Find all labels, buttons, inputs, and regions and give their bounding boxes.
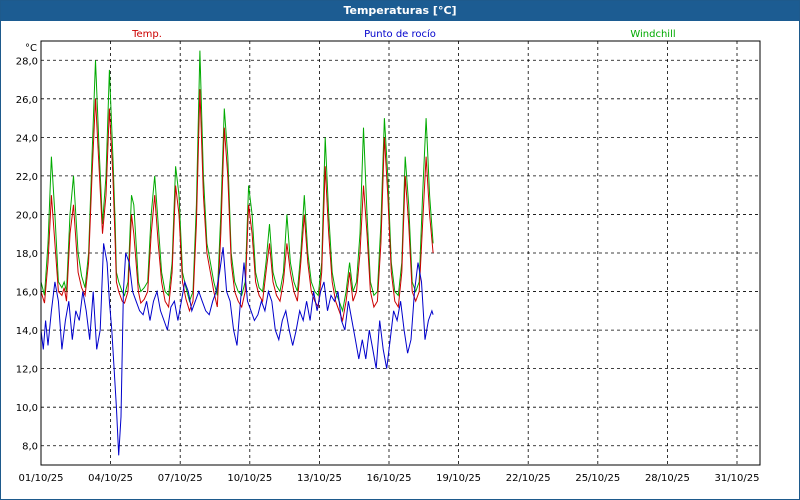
series-lines [40,50,434,456]
y-tick-label: 14,0 [16,326,38,337]
legend-temp: Temp. [131,29,162,40]
series-line-punto-de-roc-o [40,243,434,456]
x-tick-label: 31/10/25 [715,473,760,484]
x-tick-labels: 01/10/25 04/10/25 07/10/25 10/10/25 13/10/25… [19,473,760,484]
y-tick-label: 12,0 [16,365,38,376]
legend-windchill: Windchill [630,29,675,40]
series-line-temp [40,89,434,323]
x-tick-label: 04/10/25 [88,473,133,484]
y-tick-label: 20,0 [16,210,38,221]
x-tick-label: 01/10/25 [19,473,64,484]
y-tick-labels: 8,0 10,0 12,0 14,0 16,0 18,0 20,0 22,0 24,0 26,0 2… [16,56,38,452]
plot-frame [40,40,761,466]
y-tick-label: 10,0 [16,403,38,414]
x-tick-label: 16/10/25 [367,473,412,484]
x-tick-label: 22/10/25 [506,473,551,484]
legend-dew-point: Punto de rocío [364,28,436,40]
y-tick-label: 16,0 [16,288,38,299]
x-tick-label: 07/10/25 [158,473,203,484]
y-tick-label: 22,0 [16,172,38,183]
x-tick-label: 19/10/25 [436,473,481,484]
y-tick-label: 28,0 [16,56,38,67]
x-tick-label: 13/10/25 [297,473,342,484]
y-tick-label: 26,0 [16,95,38,106]
y-tick-label: 18,0 [16,249,38,260]
x-tick-label: 25/10/25 [575,473,620,484]
y-tick-label: 24,0 [16,133,38,144]
y-axis-unit: °C [25,43,37,54]
chart-title: Temperaturas [°C] [1,1,799,21]
y-tick-label: 8,0 [22,442,38,453]
chart-area: Temp. Punto de rocío Windchill °C 8,0 10,… [16,28,761,484]
x-tick-label: 28/10/25 [645,473,690,484]
x-tick-label: 10/10/25 [227,473,272,484]
